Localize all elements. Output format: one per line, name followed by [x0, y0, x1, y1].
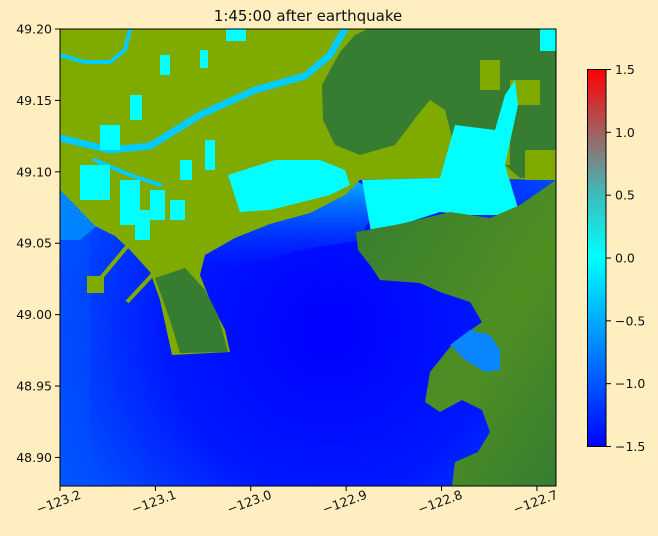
y-tick-label: 48.90: [16, 450, 52, 465]
colorbar: 1.5 1.0 0.5 0.0 −0.5 −1.0 −1.5: [587, 62, 645, 454]
y-tick-label: 49.15: [16, 93, 52, 108]
boundary-bay-shallow: [200, 180, 380, 270]
x-tick-label: −122.8: [416, 487, 465, 517]
drayton-harbor: [450, 330, 500, 372]
jetties: [87, 241, 157, 304]
y-tick-label: 49.10: [16, 164, 52, 179]
colorbar-tick-label: 1.5: [615, 62, 635, 77]
y-tick-label: 49.20: [16, 22, 52, 37]
chart-title: 1:45:00 after earthquake: [214, 7, 402, 25]
x-tick-label: −123.1: [130, 487, 179, 517]
colorbar-bar: [587, 69, 607, 447]
colorbar-tick-label: −0.5: [615, 313, 645, 328]
x-tick-label: −123.2: [34, 487, 83, 517]
x-axis: −123.2 −123.1 −123.0 −122.9 −122.8 −122.7: [34, 486, 560, 517]
colorbar-tick-label: −1.5: [615, 439, 645, 454]
flooded-lowlands: [80, 29, 556, 240]
plot-frame: [59, 28, 557, 487]
y-tick-label: 49.00: [16, 307, 52, 322]
plot-title: 1:45:00 after earthquake: [214, 7, 402, 25]
colorbar-tick-label: 0.5: [615, 188, 635, 203]
x-tick-label: −122.7: [511, 487, 560, 517]
x-tick-label: −122.9: [320, 487, 369, 517]
colorbar-tick-label: 0.0: [615, 251, 635, 266]
y-tick-label: 48.95: [16, 379, 52, 394]
x-tick-label: −123.0: [225, 487, 274, 517]
colorbar-tick-label: 1.0: [615, 125, 635, 140]
highland-southeast: [356, 180, 556, 486]
point-roberts: [155, 268, 228, 353]
y-tick-label: 49.05: [16, 236, 52, 251]
colorbar-tick-label: −1.0: [615, 376, 645, 391]
y-axis: 49.20 49.15 49.10 49.05 49.00 48.95 48.90: [16, 22, 60, 465]
map-heatmap: [60, 29, 556, 486]
colorbar-ticks: 1.5 1.0 0.5 0.0 −0.5 −1.0 −1.5: [606, 62, 645, 454]
